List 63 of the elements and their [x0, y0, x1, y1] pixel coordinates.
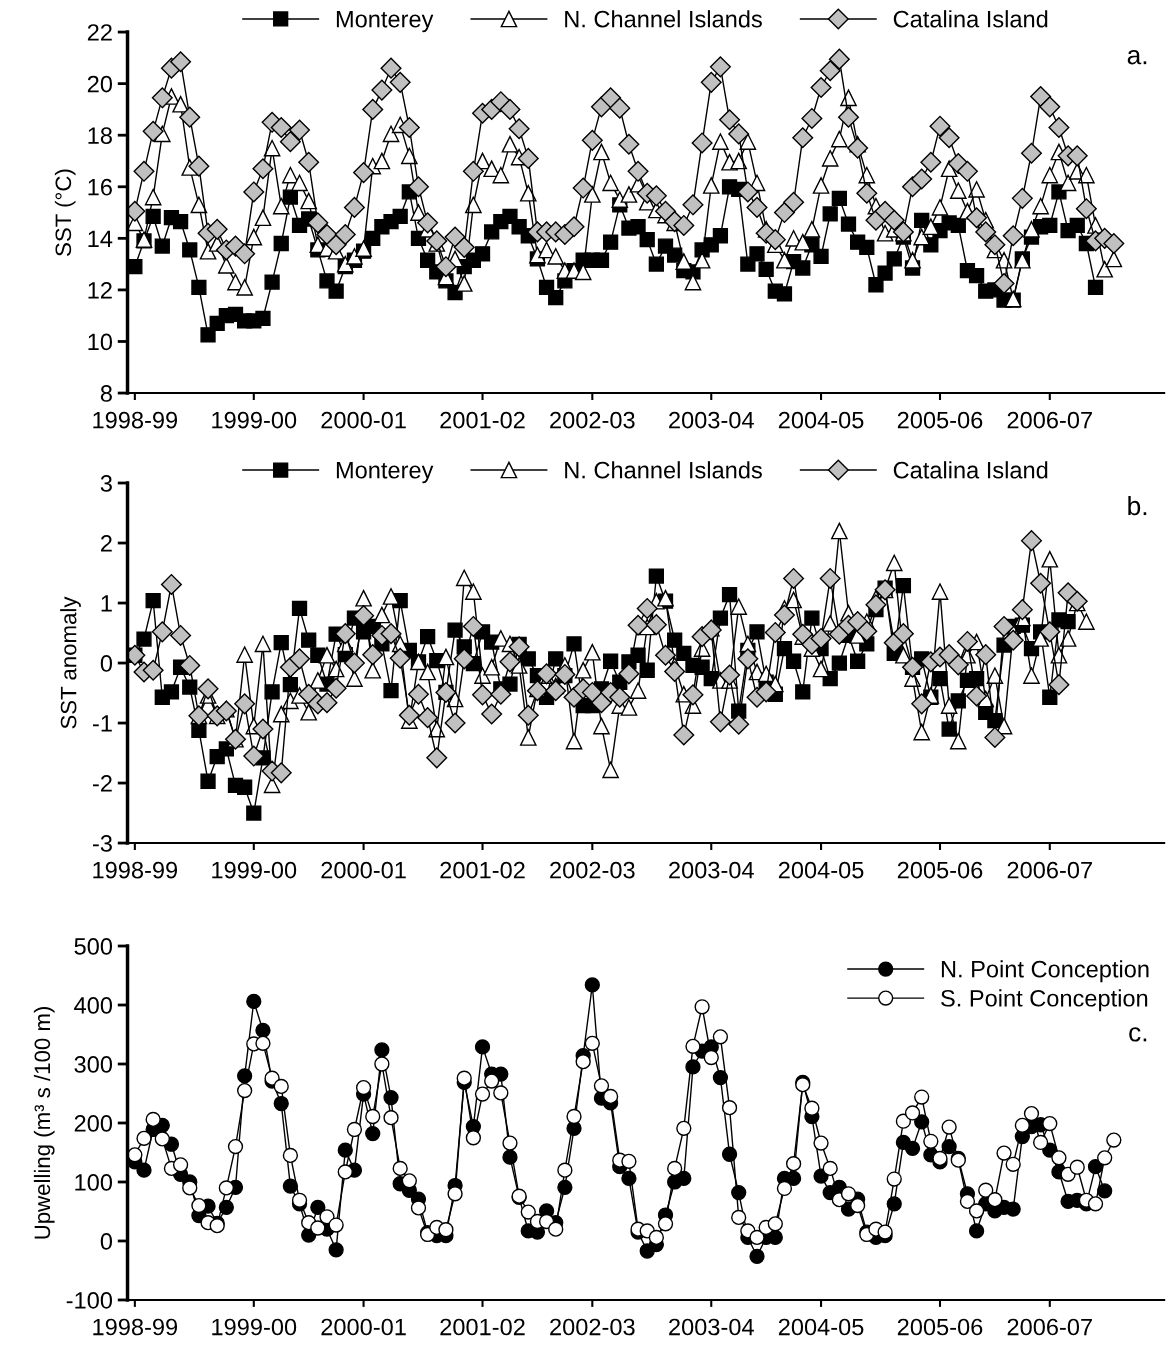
y-tick-label: 8 — [100, 385, 112, 402]
y-tick-label: 12 — [88, 281, 112, 299]
y-tick-label: 20 — [87, 75, 113, 93]
x-tick-label: 2002-03 — [550, 861, 635, 879]
x-tick-label: 2005-06 — [897, 861, 983, 879]
y-tick-label: -2 — [93, 775, 112, 792]
x-tick-label: 2006-07 — [1007, 411, 1092, 429]
legend-label: N. Channel Islands — [565, 461, 762, 479]
x-tick-label: 2000-01 — [321, 861, 406, 879]
x-tick-label: 1998-99 — [93, 1318, 178, 1336]
legend-label: Catalina Island — [893, 10, 1048, 28]
y-tick-label: 100 — [75, 1174, 113, 1191]
legend-label: Catalina Island — [893, 461, 1048, 479]
x-tick-label: 2004-05 — [778, 411, 864, 429]
y-tick-label: 500 — [74, 938, 113, 955]
x-tick-label: 2003-04 — [669, 1318, 754, 1336]
y-tick-label: 300 — [74, 1056, 113, 1073]
y-tick-label: 0 — [100, 1233, 113, 1250]
x-tick-label: 2001-02 — [440, 411, 525, 429]
x-tick-label: 1999-00 — [212, 411, 297, 429]
y-tick-label: 2 — [101, 535, 112, 552]
text: b. — [1128, 495, 1147, 516]
legend-label: N. Channel Islands — [565, 10, 762, 28]
x-tick-label: 2000-01 — [321, 1318, 406, 1336]
x-tick-label: 2001-02 — [440, 861, 525, 879]
x-tick-label: 2000-01 — [321, 411, 406, 429]
legend-label: Monterey — [336, 11, 434, 33]
x-tick-label: 2002-03 — [550, 1318, 635, 1336]
x-tick-label: 1998-99 — [93, 861, 178, 879]
y-tick-label: 22 — [87, 24, 112, 41]
y-tick-label: 14 — [88, 230, 113, 247]
y-tick-label: 18 — [88, 127, 112, 144]
x-tick-label: 1999-00 — [212, 861, 297, 879]
text: c. — [1129, 1027, 1147, 1042]
y-tick-label: 1 — [101, 595, 112, 612]
x-tick-label: 2004-05 — [778, 1318, 864, 1336]
x-tick-label: 2004-05 — [778, 861, 864, 879]
x-tick-label: 2003-04 — [669, 861, 754, 879]
x-tick-label: 1999-00 — [212, 1318, 297, 1336]
y-tick-label: 400 — [74, 997, 113, 1014]
y-tick-label: 3 — [100, 475, 112, 492]
legend-label: N. Point Conception — [941, 960, 1149, 983]
x-tick-label: 1998-99 — [93, 411, 178, 429]
y-tick-label: -100 — [66, 1292, 113, 1309]
x-tick-label: 2001-02 — [440, 1318, 525, 1336]
y-tick-label: 10 — [88, 333, 113, 351]
legend-label: Monterey — [336, 462, 434, 484]
y-axis-title: Upwelling (m³ s /100 m) — [33, 1007, 55, 1239]
x-tick-label: 2005-06 — [897, 411, 983, 429]
y-tick-label: 200 — [74, 1115, 113, 1132]
legend-label: S. Point Conception — [941, 989, 1148, 1012]
y-tick-label: -3 — [93, 835, 112, 852]
x-tick-label: 2005-06 — [897, 1318, 983, 1336]
text: a. — [1127, 49, 1147, 65]
y-tick-label: -1 — [93, 715, 112, 732]
x-tick-label: 2003-04 — [669, 411, 754, 429]
x-tick-label: 2002-03 — [550, 411, 635, 429]
y-axis-title: SST (°C) — [54, 169, 76, 256]
y-tick-label: 0 — [100, 655, 113, 672]
x-tick-label: 2006-07 — [1007, 861, 1092, 879]
y-tick-label: 16 — [88, 178, 112, 196]
y-axis-title: SST anomaly — [60, 596, 81, 729]
x-tick-label: 2006-07 — [1007, 1318, 1092, 1336]
